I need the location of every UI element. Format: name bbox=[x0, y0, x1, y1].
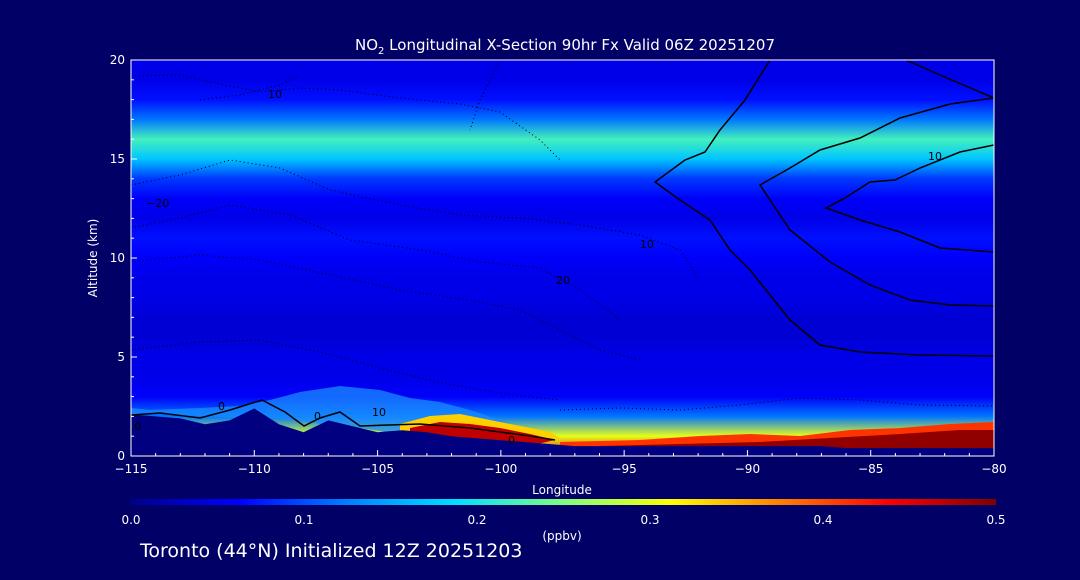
contour-label: −20 bbox=[146, 197, 169, 210]
contour-label: 0 bbox=[218, 400, 225, 413]
colorbar: 0.0 0.1 0.2 0.3 0.4 0.5 (ppbv) bbox=[121, 499, 1006, 543]
x-axis-label: Longitude bbox=[532, 483, 592, 497]
x-tick-label: −105 bbox=[361, 462, 394, 476]
contour-line bbox=[758, 97, 994, 307]
contour-line bbox=[131, 74, 561, 161]
colorbar-units: (ppbv) bbox=[542, 529, 581, 543]
contour-line bbox=[653, 60, 994, 357]
x-tick-label: −110 bbox=[238, 462, 271, 476]
contour-labels: 10 −20 10 10 20 0 0 0 10 −10 bbox=[118, 88, 942, 447]
x-tick-label: −85 bbox=[858, 462, 883, 476]
contour-label: −10 bbox=[118, 420, 141, 433]
contour-label: 10 bbox=[640, 238, 654, 251]
x-axis: −115 −110 −105 −100 −95 −90 −85 −80 bbox=[115, 450, 1007, 476]
colorbar-ticks: 0.0 0.1 0.2 0.3 0.4 0.5 bbox=[121, 513, 1005, 527]
contour-line bbox=[199, 74, 301, 101]
contour-label: 0 bbox=[508, 434, 515, 447]
y-axis-label: Altitude (km) bbox=[86, 219, 100, 298]
contour-line bbox=[131, 339, 561, 401]
contour-line bbox=[131, 254, 641, 361]
contour-label: 10 bbox=[372, 406, 386, 419]
contour-line bbox=[905, 60, 994, 99]
y-tick-label: 15 bbox=[110, 152, 125, 166]
y-tick-label: 20 bbox=[110, 53, 125, 67]
contour-label: 0 bbox=[314, 410, 321, 423]
contour-line bbox=[469, 60, 501, 131]
contour-line bbox=[131, 159, 701, 281]
dotted-contours bbox=[131, 60, 994, 411]
solid-contours bbox=[131, 60, 994, 441]
contour-label: 10 bbox=[928, 150, 942, 163]
terrain-mask bbox=[131, 408, 994, 456]
x-tick-label: −80 bbox=[981, 462, 1006, 476]
contour-label: 20 bbox=[556, 274, 570, 287]
colorbar-tick-label: 0.1 bbox=[294, 513, 313, 527]
contour-line bbox=[824, 144, 994, 253]
contour-line bbox=[131, 399, 556, 441]
x-tick-label: −95 bbox=[611, 462, 636, 476]
y-axis: 0 5 10 15 20 bbox=[110, 53, 137, 463]
colorbar-ramp bbox=[131, 499, 996, 505]
x-tick-label: −90 bbox=[735, 462, 760, 476]
plot-area: 10 −20 10 10 20 0 0 0 10 −10 bbox=[118, 59, 995, 457]
colorbar-tick-label: 0.0 bbox=[121, 513, 140, 527]
y-tick-label: 10 bbox=[110, 251, 125, 265]
contour-label: 10 bbox=[268, 88, 282, 101]
x-tick-label: −115 bbox=[115, 462, 148, 476]
colorbar-tick-label: 0.5 bbox=[986, 513, 1005, 527]
colorbar-tick-label: 0.2 bbox=[467, 513, 486, 527]
footer-init-text: Toronto (44°N) Initialized 12Z 20251203 bbox=[140, 540, 523, 562]
heatmap-field bbox=[131, 60, 994, 456]
colorbar-tick-label: 0.4 bbox=[813, 513, 832, 527]
y-tick-label: 0 bbox=[117, 449, 125, 463]
colorbar-tick-label: 0.3 bbox=[640, 513, 659, 527]
y-tick-label: 5 bbox=[117, 350, 125, 364]
chart-title: NO2 Longitudinal X-Section 90hr Fx Valid… bbox=[355, 36, 775, 57]
x-tick-label: −100 bbox=[484, 462, 517, 476]
